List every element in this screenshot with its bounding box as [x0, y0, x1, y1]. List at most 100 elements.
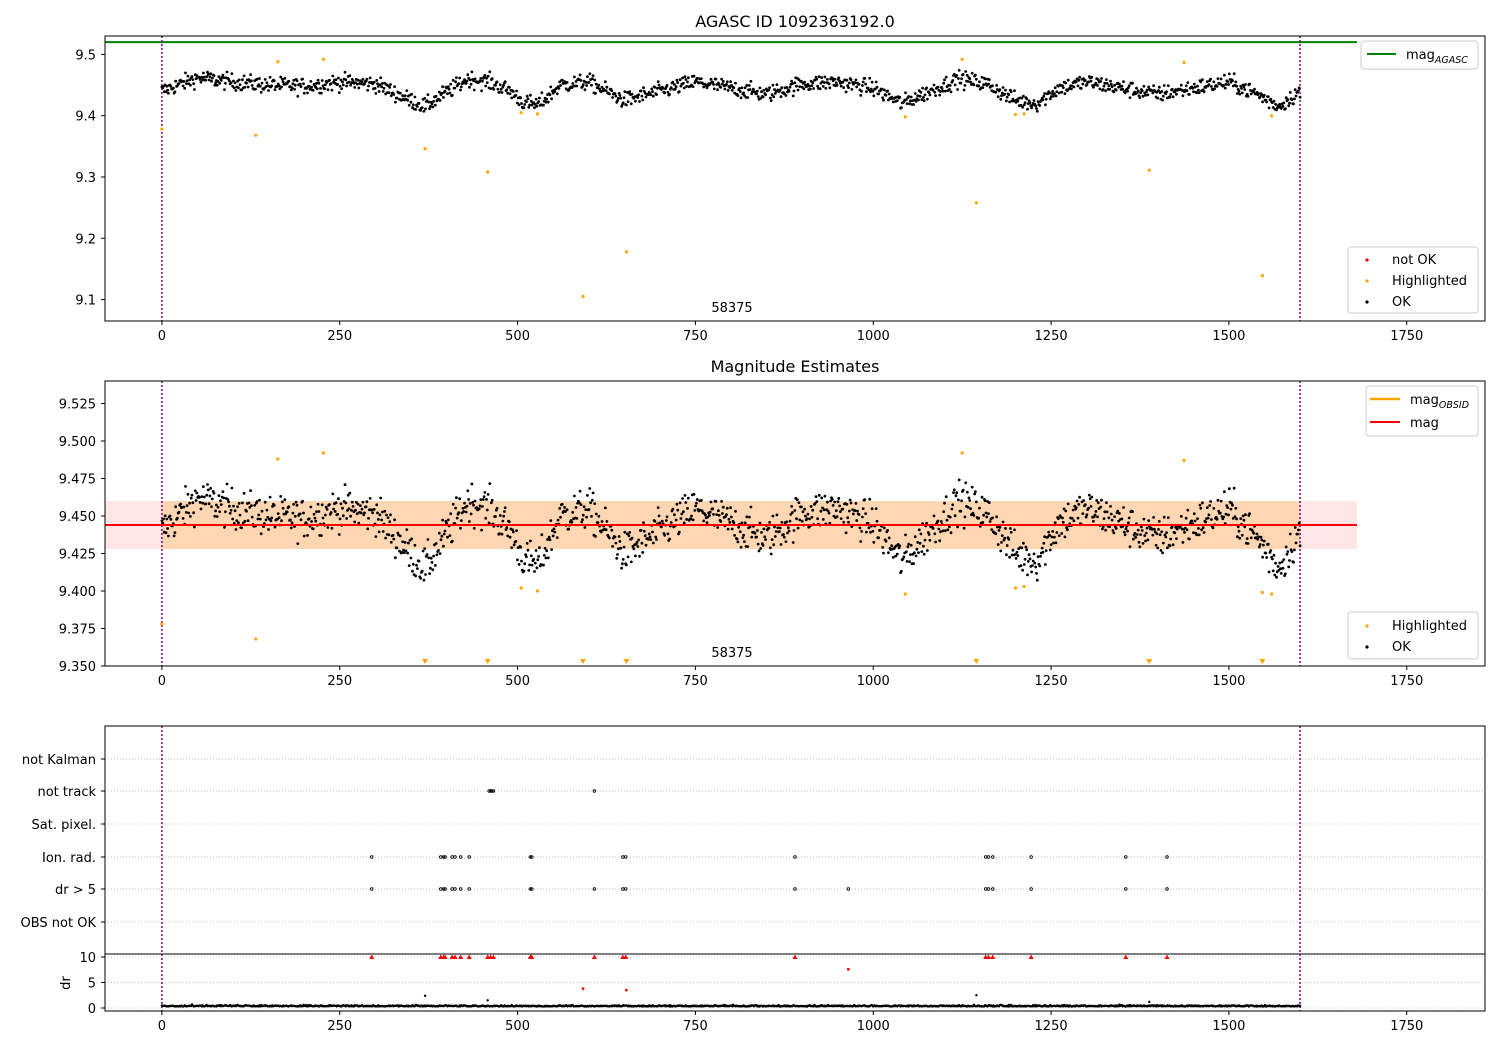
ok-point	[749, 79, 753, 83]
ok-point	[1140, 529, 1144, 532]
ok-point	[226, 498, 230, 501]
ok-point	[225, 70, 229, 74]
ok-point	[674, 85, 678, 89]
ok-point	[1170, 87, 1174, 91]
highlighted-point	[1147, 168, 1151, 172]
ok-point	[656, 86, 659, 90]
ok-point	[179, 502, 183, 506]
ok-point	[245, 81, 248, 85]
flag-marker	[453, 855, 457, 859]
ok-point	[1049, 543, 1053, 546]
ok-point	[389, 83, 392, 86]
ok-point	[449, 512, 453, 516]
x-tick-label: 500	[505, 1019, 530, 1034]
ok-point	[1112, 90, 1116, 94]
ok-point	[1061, 516, 1064, 520]
ok-point	[1094, 81, 1098, 85]
ok-point	[962, 88, 966, 92]
ok-point	[651, 530, 654, 534]
ok-point	[941, 529, 945, 533]
ok-point	[907, 542, 911, 546]
ok-point	[1005, 99, 1008, 103]
ok-point	[628, 90, 632, 94]
ok-point	[661, 86, 665, 90]
ok-point	[735, 537, 739, 541]
ok-point	[1085, 513, 1089, 517]
ok-point	[773, 535, 777, 538]
highlighted-point	[903, 592, 907, 596]
ok-point	[727, 517, 731, 521]
ok-point	[1085, 83, 1089, 86]
ok-point	[773, 88, 776, 91]
ok-point	[520, 102, 523, 105]
ok-point	[1155, 532, 1159, 536]
dr-spike-point	[1148, 1000, 1151, 1004]
ok-point	[842, 86, 846, 89]
ok-point	[1142, 84, 1146, 88]
ok-point	[839, 84, 843, 88]
ok-point	[1084, 515, 1088, 519]
ok-point	[485, 508, 489, 512]
ok-point	[205, 75, 209, 78]
ok-point	[966, 505, 970, 509]
ok-point	[987, 512, 990, 515]
ok-point	[684, 501, 688, 504]
ok-point	[553, 90, 557, 93]
ok-point	[223, 525, 226, 529]
ok-point	[1061, 86, 1065, 89]
ok-point	[886, 89, 889, 93]
ok-point	[610, 528, 614, 532]
ok-point	[1222, 84, 1225, 87]
ok-point	[1272, 553, 1276, 557]
ok-point	[587, 81, 591, 84]
ok-point	[283, 77, 287, 80]
ok-point	[756, 529, 759, 532]
ok-point	[789, 513, 793, 516]
ok-point	[1031, 564, 1034, 567]
ok-point	[811, 81, 815, 85]
ok-point	[747, 84, 751, 87]
ok-point	[782, 533, 785, 536]
ok-point	[584, 508, 588, 511]
ok-point	[1196, 84, 1199, 88]
ok-point	[725, 80, 729, 84]
ok-point	[734, 81, 737, 85]
ok-point	[1061, 520, 1065, 524]
ok-point	[446, 535, 449, 539]
ok-point	[488, 482, 492, 485]
ok-point	[365, 500, 369, 504]
ok-point	[393, 85, 396, 88]
ok-point	[613, 535, 617, 539]
ok-point	[861, 80, 865, 84]
ok-point	[1297, 86, 1301, 90]
ok-point	[719, 85, 723, 89]
ok-point	[229, 81, 233, 85]
ok-point	[1186, 81, 1190, 84]
ok-point	[405, 89, 409, 92]
ok-point	[446, 85, 450, 88]
ok-point	[429, 556, 433, 560]
ok-point	[1249, 536, 1253, 540]
ok-point	[1239, 84, 1243, 88]
ok-point	[1128, 545, 1132, 549]
ok-point	[542, 563, 545, 567]
ok-point	[221, 73, 225, 77]
ok-point	[591, 491, 595, 495]
ok-point	[457, 511, 461, 515]
highlighted-point	[1013, 586, 1018, 590]
ok-point	[1262, 93, 1266, 97]
ok-point	[815, 500, 819, 503]
ok-point	[686, 80, 689, 84]
ok-point	[1133, 532, 1137, 535]
ok-point	[542, 554, 546, 557]
ok-point	[217, 494, 221, 497]
ok-point	[937, 527, 941, 531]
ok-point	[426, 538, 430, 541]
ok-point	[549, 519, 553, 522]
ok-point	[714, 77, 718, 81]
ok-point	[981, 86, 985, 89]
ok-point	[556, 518, 560, 522]
ok-point	[1044, 563, 1047, 566]
ok-point	[1070, 517, 1074, 520]
ok-point	[808, 517, 811, 521]
